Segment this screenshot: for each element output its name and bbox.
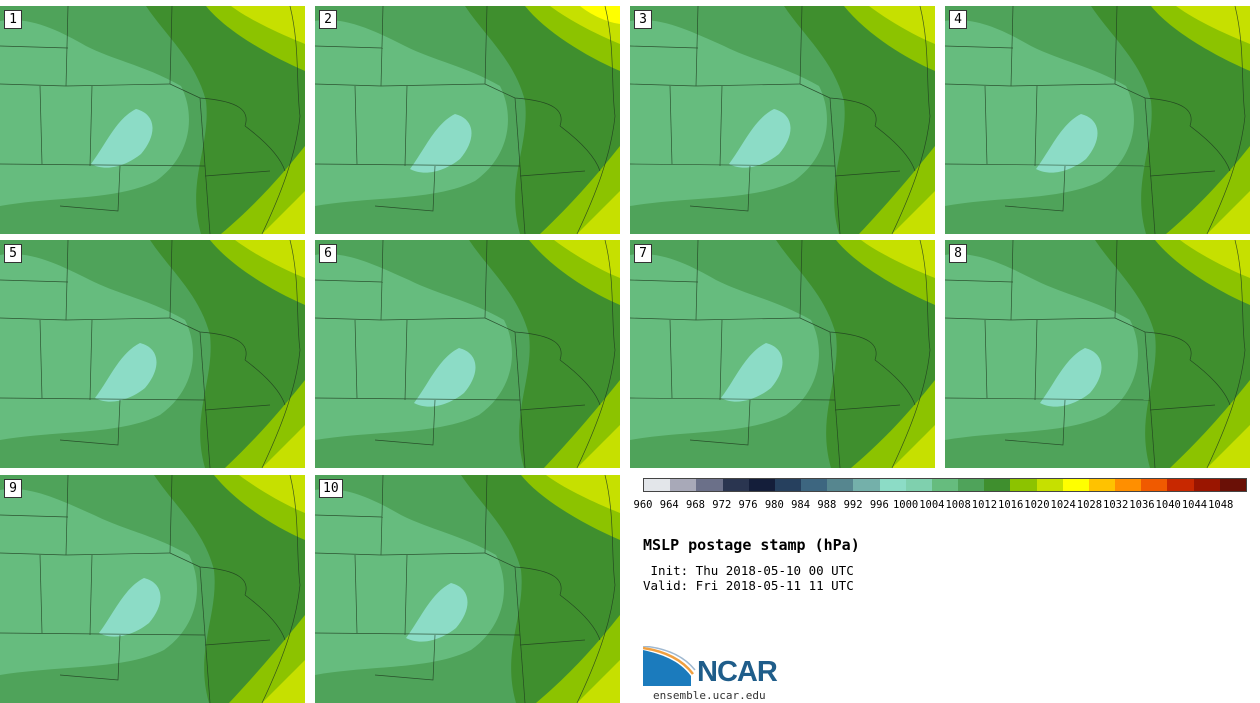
colorbar-swatch bbox=[984, 479, 1011, 491]
colorbar-tick-labels: 960 964 968 972 976 980 984 988 992 996 1000 1004 10… bbox=[634, 499, 1247, 513]
colorbar-tick: 1028 bbox=[1076, 499, 1103, 511]
colorbar-tick: 992 bbox=[843, 499, 863, 511]
colorbar-tick: 968 bbox=[686, 499, 705, 511]
colorbar-swatch bbox=[958, 479, 985, 491]
mslp-map bbox=[630, 240, 935, 468]
colorbar-tick: 984 bbox=[791, 499, 811, 511]
postage-stamp-panel: 10 bbox=[315, 475, 620, 703]
colorbar-swatch bbox=[1167, 479, 1194, 491]
colorbar-swatch bbox=[748, 479, 775, 491]
colorbar-swatch bbox=[774, 479, 802, 491]
colorbar-tick: 1008 bbox=[945, 499, 971, 511]
colorbar-tick: 964 bbox=[659, 499, 679, 511]
plot-title: MSLP postage stamp (hPa) bbox=[643, 536, 860, 554]
postage-stamp-panel: 4 bbox=[945, 6, 1250, 234]
postage-stamp-panel: 2 bbox=[315, 6, 620, 234]
colorbar-swatch bbox=[1193, 479, 1220, 491]
colorbar-tick: 1032 bbox=[1103, 499, 1129, 511]
colorbar-swatch bbox=[1062, 479, 1089, 491]
mslp-map bbox=[0, 6, 305, 234]
colorbar-tick: 988 bbox=[817, 499, 837, 511]
colorbar-swatch bbox=[827, 479, 854, 491]
member-number-label: 8 bbox=[949, 244, 967, 263]
pressure-colorbar bbox=[643, 478, 1247, 492]
member-number-label: 1 bbox=[4, 10, 22, 29]
colorbar-swatch bbox=[722, 479, 749, 491]
colorbar-tick: 1000 bbox=[892, 499, 919, 511]
logo-wordmark: NCAR bbox=[697, 656, 778, 688]
member-number-label: 9 bbox=[4, 479, 22, 498]
mslp-map bbox=[945, 6, 1250, 234]
colorbar-tick: 996 bbox=[869, 499, 889, 511]
mslp-map bbox=[945, 240, 1250, 468]
colorbar-tick: 1020 bbox=[1024, 499, 1050, 511]
member-number-label: 3 bbox=[634, 10, 652, 29]
member-number-label: 10 bbox=[319, 479, 343, 498]
mslp-map bbox=[315, 475, 620, 703]
postage-stamp-panel: 9 bbox=[0, 475, 305, 703]
member-number-label: 7 bbox=[634, 244, 652, 263]
mslp-map bbox=[630, 6, 935, 234]
colorbar-swatch bbox=[1141, 479, 1168, 491]
colorbar-tick: 1044 bbox=[1181, 499, 1208, 511]
colorbar-swatch bbox=[879, 479, 906, 491]
colorbar-swatch bbox=[1088, 479, 1116, 491]
colorbar-tick: 1048 bbox=[1208, 499, 1234, 511]
postage-stamp-panel: 3 bbox=[630, 6, 935, 234]
colorbar-swatch bbox=[1010, 479, 1037, 491]
mslp-map bbox=[315, 240, 620, 468]
member-number-label: 6 bbox=[319, 244, 337, 263]
colorbar-swatch bbox=[1219, 479, 1246, 491]
colorbar-tick: 972 bbox=[712, 499, 732, 511]
colorbar-tick: 1012 bbox=[971, 499, 998, 511]
colorbar-tick: 960 bbox=[633, 499, 653, 511]
colorbar-tick: 1004 bbox=[919, 499, 945, 511]
colorbar-tick: 1024 bbox=[1050, 499, 1076, 511]
colorbar-swatch bbox=[644, 479, 671, 491]
colorbar-tick: 980 bbox=[764, 499, 784, 511]
postage-stamp-panel: 8 bbox=[945, 240, 1250, 468]
colorbar-swatch bbox=[670, 479, 697, 491]
postage-stamp-panel: 6 bbox=[315, 240, 620, 468]
colorbar-swatch bbox=[931, 479, 959, 491]
mslp-map bbox=[0, 475, 305, 703]
mslp-map bbox=[0, 240, 305, 468]
colorbar-swatch bbox=[696, 479, 723, 491]
colorbar-tick: 1040 bbox=[1155, 499, 1181, 511]
ncar-logo-icon bbox=[643, 646, 696, 686]
colorbar-swatch bbox=[905, 479, 932, 491]
postage-stamp-panel: 1 bbox=[0, 6, 305, 234]
member-number-label: 5 bbox=[4, 244, 22, 263]
colorbar-swatch bbox=[801, 479, 828, 491]
mslp-map bbox=[315, 6, 620, 234]
colorbar-swatch bbox=[1036, 479, 1063, 491]
colorbar-tick: 1036 bbox=[1129, 499, 1155, 511]
postage-stamp-panel: 7 bbox=[630, 240, 935, 468]
colorbar-tick: 1016 bbox=[997, 499, 1024, 511]
logo-url: ensemble.ucar.edu bbox=[653, 689, 766, 702]
colorbar-tick: 976 bbox=[738, 499, 758, 511]
postage-stamp-panel: 5 bbox=[0, 240, 305, 468]
init-time: Init: Thu 2018-05-10 00 UTC bbox=[643, 563, 854, 578]
colorbar-swatch bbox=[853, 479, 880, 491]
colorbar-swatch bbox=[1115, 479, 1142, 491]
member-number-label: 4 bbox=[949, 10, 967, 29]
member-number-label: 2 bbox=[319, 10, 337, 29]
valid-time: Valid: Fri 2018-05-11 11 UTC bbox=[643, 578, 854, 593]
